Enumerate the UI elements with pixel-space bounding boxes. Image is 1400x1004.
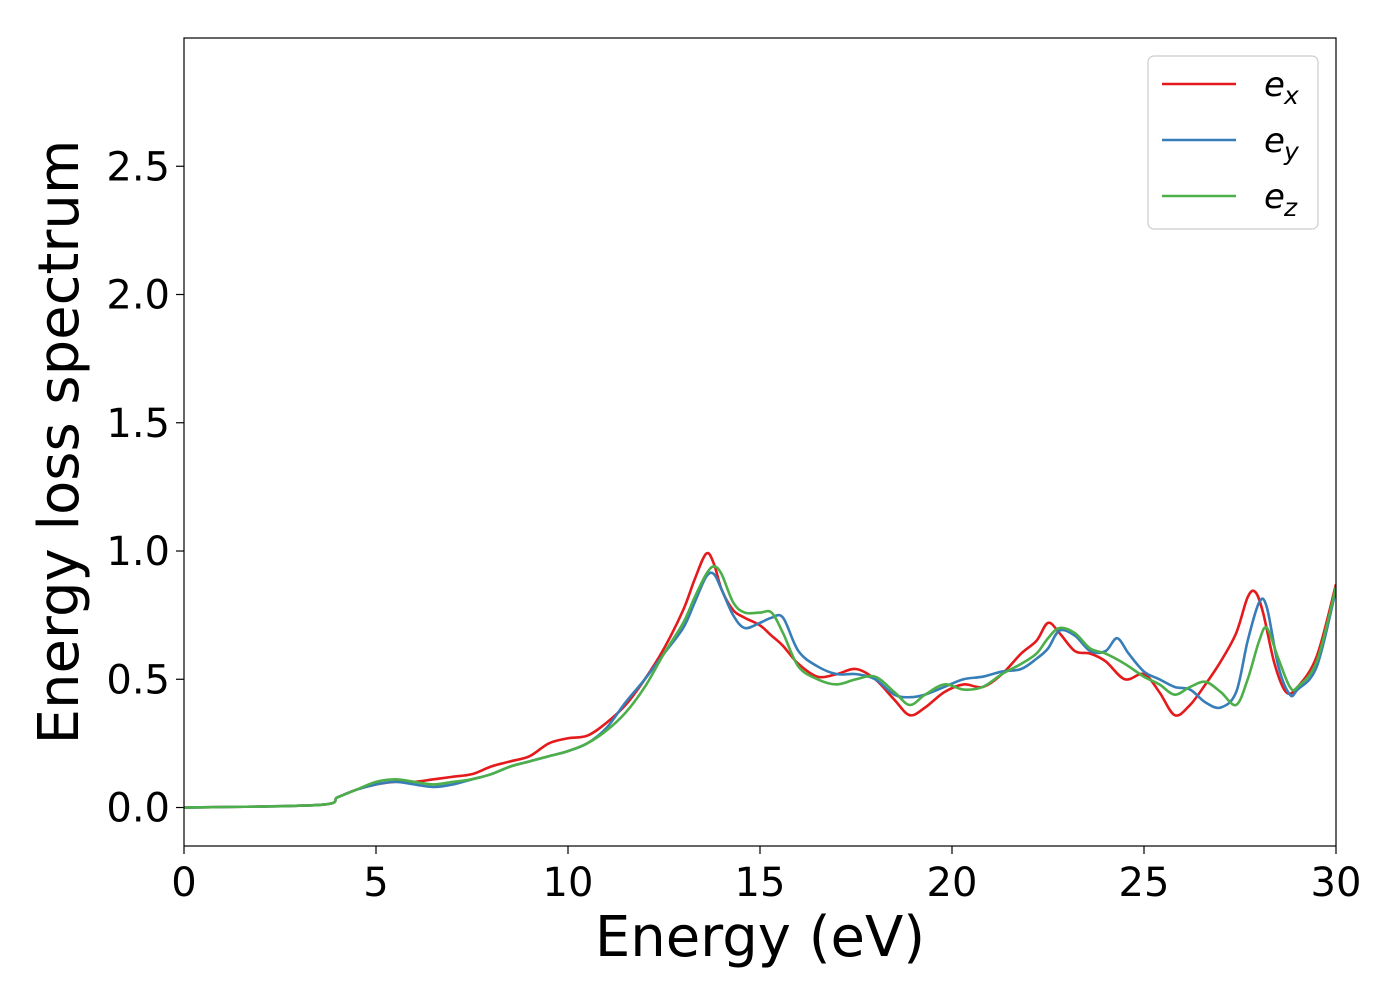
- legend-label-subscript: x: [1283, 81, 1299, 110]
- x-tick-label: 0: [171, 860, 196, 906]
- x-tick-label: 20: [927, 860, 978, 906]
- y-tick-label: 1.5: [106, 401, 170, 447]
- x-tick-label: 30: [1311, 860, 1362, 906]
- y-tick-label: 2.5: [106, 144, 170, 190]
- y-tick-label: 0.0: [106, 786, 170, 832]
- legend-label-subscript: z: [1283, 193, 1298, 222]
- legend-label: e: [1264, 121, 1285, 161]
- legend: e xe ye z: [1147, 55, 1319, 230]
- x-tick-label: 15: [735, 860, 786, 906]
- x-axis-ticks: 0 5 10 15 20 25 30: [171, 846, 1361, 906]
- series-line-y: [184, 571, 1336, 809]
- legend-label-subscript: y: [1283, 137, 1300, 166]
- x-axis-label: Energy (eV): [595, 905, 925, 970]
- y-axis-ticks: 0.0 0.5 1.0 1.5 2.0 2.5: [106, 144, 184, 832]
- legend-label: e: [1264, 177, 1285, 217]
- x-tick-label: 5: [363, 860, 388, 906]
- x-tick-label: 10: [543, 860, 594, 906]
- series-line-z: [184, 565, 1336, 809]
- series-layer: [184, 551, 1336, 809]
- y-axis-label: Energy loss spectrum: [27, 140, 92, 745]
- y-tick-label: 2.0: [106, 273, 170, 319]
- y-tick-label: 0.5: [106, 657, 170, 703]
- y-tick-label: 1.0: [106, 529, 170, 575]
- legend-box: [1147, 55, 1319, 230]
- legend-label: e: [1264, 65, 1285, 105]
- x-tick-label: 25: [1119, 860, 1170, 906]
